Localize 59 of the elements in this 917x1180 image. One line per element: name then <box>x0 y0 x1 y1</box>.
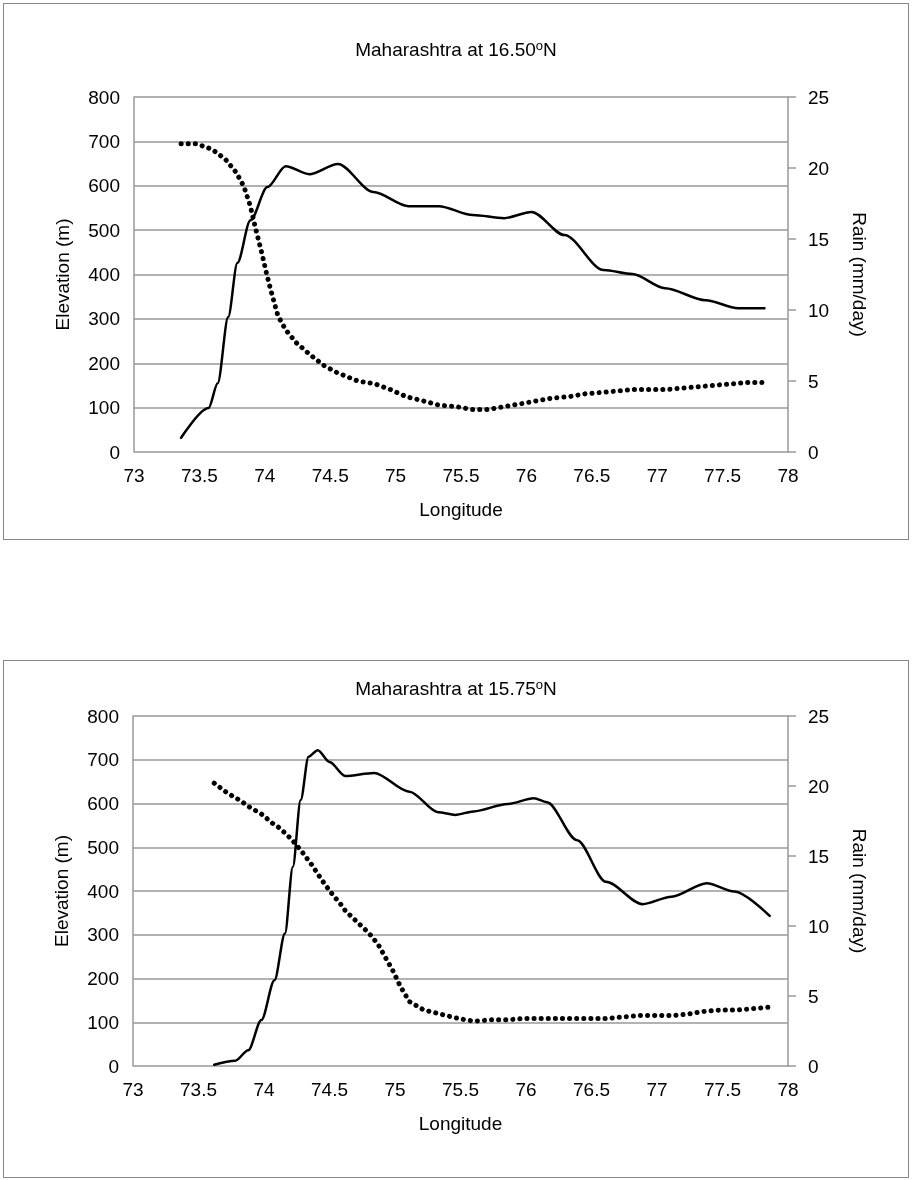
y-tick-label: 500 <box>88 219 120 241</box>
x-tick-label: 73 <box>122 1079 144 1100</box>
y2-tick-label: 5 <box>808 370 819 392</box>
x-axis-title: Longitude <box>419 499 503 520</box>
y-tick-label: 0 <box>109 441 120 463</box>
y-tick-label: 400 <box>88 264 120 285</box>
y2-tick-label: 10 <box>808 299 830 321</box>
y-axis-title: Elevation (m) <box>52 218 73 331</box>
x-tick-label: 75.5 <box>442 465 480 486</box>
y2-tick-label: 15 <box>808 228 830 250</box>
x-tick-label: 73 <box>123 465 145 486</box>
y-tick-label: 700 <box>88 130 120 152</box>
y2-axis-title: Rain (mm/day) <box>849 828 870 954</box>
y-tick-label: 100 <box>87 1011 119 1033</box>
x-tick-label: 77.5 <box>704 465 742 486</box>
x-tick-label: 78 <box>777 1079 799 1100</box>
y-tick-label: 0 <box>108 1055 119 1077</box>
x-tick-label: 74 <box>253 1079 275 1100</box>
x-tick-label: 74.5 <box>311 465 349 486</box>
x-tick-label: 75.5 <box>442 1079 479 1100</box>
x-tick-label: 75 <box>384 1079 406 1100</box>
x-tick-label: 77 <box>646 465 668 486</box>
y2-tick-label: 0 <box>808 1055 819 1077</box>
x-tick-label: 76.5 <box>573 1079 610 1100</box>
x-tick-label: 73.5 <box>180 465 218 486</box>
x-tick-label: 74 <box>254 465 276 486</box>
x-tick-label: 78 <box>777 465 799 486</box>
y-tick-label: 400 <box>87 880 119 902</box>
y-axis-title: Elevation (m) <box>51 835 72 947</box>
y2-tick-label: 10 <box>808 915 830 937</box>
x-tick-label: 74.5 <box>311 1079 348 1100</box>
y2-tick-label: 25 <box>808 705 830 727</box>
y2-tick-label: 0 <box>808 441 819 463</box>
y-tick-label: 300 <box>87 924 119 946</box>
y-tick-label: 800 <box>88 86 120 108</box>
y2-tick-label: 20 <box>808 775 830 797</box>
y-tick-label: 300 <box>88 308 120 330</box>
y-tick-label: 600 <box>87 793 119 814</box>
y-tick-label: 700 <box>87 749 119 771</box>
x-tick-label: 75 <box>385 465 407 486</box>
y2-tick-label: 20 <box>808 157 830 179</box>
x-tick-label: 73.5 <box>180 1079 217 1100</box>
y2-tick-label: 15 <box>808 845 830 867</box>
x-tick-label: 76 <box>515 1079 537 1100</box>
x-tick-label: 77.5 <box>704 1079 741 1100</box>
y2-tick-label: 5 <box>808 985 819 1007</box>
y-tick-label: 200 <box>87 968 119 989</box>
y-tick-label: 100 <box>88 397 120 419</box>
y-tick-label: 800 <box>87 705 119 727</box>
y-tick-label: 200 <box>88 352 120 374</box>
x-axis-title: Longitude <box>418 1113 503 1134</box>
x-tick-label: 76.5 <box>573 465 611 486</box>
y2-tick-label: 25 <box>808 86 830 108</box>
y-tick-label: 500 <box>87 836 119 858</box>
y-tick-label: 600 <box>88 175 120 197</box>
line-series <box>212 748 771 1066</box>
x-tick-label: 77 <box>646 1079 668 1100</box>
x-tick-label: 76 <box>515 465 537 486</box>
y2-axis-title: Rain (mm/day) <box>849 212 870 337</box>
